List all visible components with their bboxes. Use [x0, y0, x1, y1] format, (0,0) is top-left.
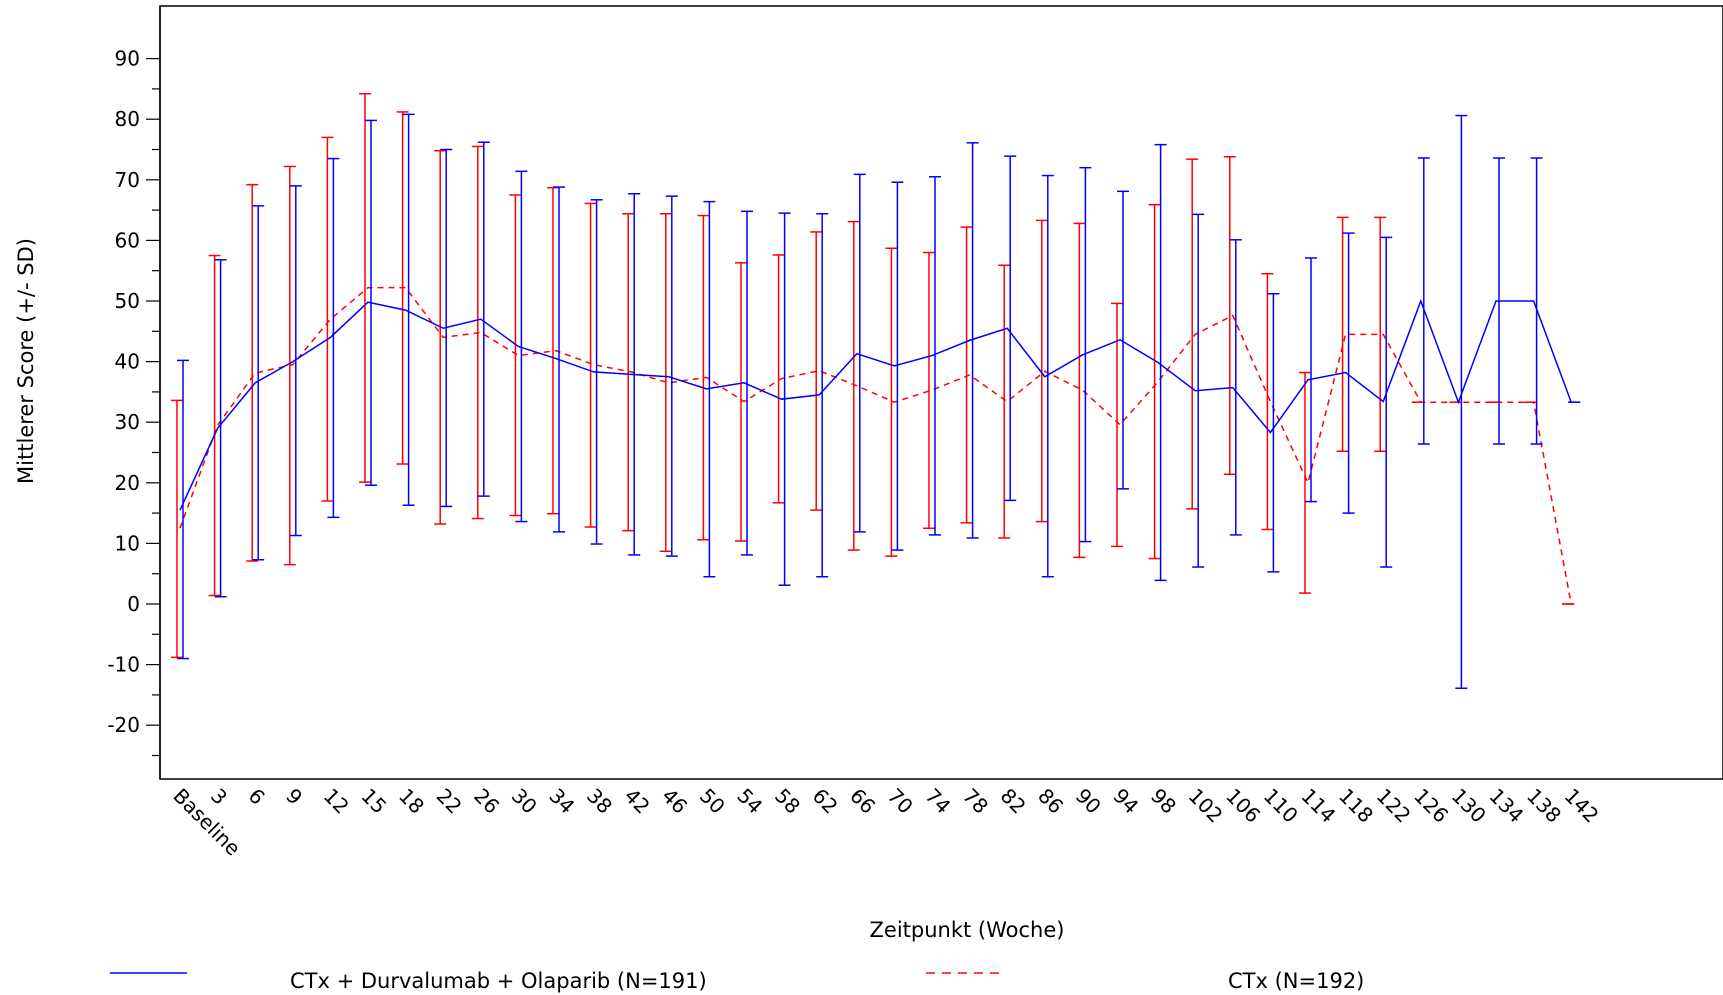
y-tick-label: -20 [107, 713, 140, 737]
x-tick-label: 50 [695, 784, 730, 819]
x-tick-label: 6 [244, 784, 270, 810]
x-axis-title: Zeitpunkt (Woche) [870, 918, 1065, 942]
y-axis-ticks: -20 -10 0 10 20 30 40 50 60 70 80 90 [107, 47, 160, 757]
y-tick-label: 30 [115, 410, 140, 434]
legend-label-series-1: CTx + Durvalumab + Olaparib (N=191) [290, 969, 707, 993]
y-tick-label: 0 [127, 592, 140, 616]
x-tick-label: 66 [845, 784, 880, 819]
x-tick-label: 30 [507, 784, 542, 819]
legend: CTx + Durvalumab + Olaparib (N=191) CTx … [110, 969, 1364, 993]
x-tick-label: 118 [1334, 784, 1378, 828]
plot-frame [159, 5, 1723, 780]
x-tick-label: 126 [1409, 784, 1453, 828]
y-tick-label: 90 [115, 47, 140, 71]
x-tick-label: 3 [206, 784, 232, 810]
x-tick-label: 122 [1372, 784, 1416, 828]
y-tick-label: 40 [115, 350, 140, 374]
y-tick-label: 10 [115, 531, 140, 555]
x-tick-label: 38 [582, 784, 617, 819]
x-tick-label: 110 [1259, 784, 1303, 828]
series-1 [177, 113, 1581, 689]
series-2 [171, 92, 1575, 659]
legend-label-series-2: CTx (N=192) [1228, 969, 1364, 993]
x-tick-label: 62 [808, 784, 843, 819]
x-tick-label: 86 [1033, 784, 1068, 819]
x-tick-label: 34 [544, 784, 579, 819]
x-tick-label: 82 [996, 784, 1031, 819]
x-tick-label: 70 [883, 784, 918, 819]
x-tick-label: 78 [958, 784, 993, 819]
x-tick-label: 90 [1071, 784, 1106, 819]
y-tick-label: 60 [115, 228, 140, 252]
x-tick-label: 94 [1108, 784, 1143, 819]
y-tick-label: 20 [115, 471, 140, 495]
x-tick-label: 142 [1560, 784, 1604, 828]
series-line [179, 298, 1572, 511]
y-tick-label: 70 [115, 168, 140, 192]
y-tick-label: 80 [115, 107, 140, 131]
x-tick-label: 46 [657, 784, 692, 819]
x-tick-label: 26 [469, 784, 504, 819]
y-axis-title: Mittlerer Score (+/- SD) [14, 238, 38, 484]
x-tick-label: 130 [1447, 784, 1491, 828]
y-tick-label: -10 [107, 653, 140, 677]
x-tick-label: 98 [1146, 784, 1181, 819]
x-tick-label: 138 [1522, 784, 1566, 828]
x-tick-label: 42 [620, 784, 655, 819]
x-tick-label: 18 [394, 784, 429, 819]
x-tick-label: 58 [770, 784, 805, 819]
x-tick-label: 22 [432, 784, 467, 819]
x-tick-label: Baseline [168, 784, 245, 861]
x-tick-label: 74 [920, 784, 955, 819]
series-line [179, 286, 1572, 605]
y-tick-label: 50 [115, 289, 140, 313]
x-tick-label: 12 [319, 784, 354, 819]
x-tick-label: 106 [1221, 784, 1265, 828]
x-tick-label: 54 [732, 784, 767, 819]
x-tick-label: 114 [1296, 784, 1340, 828]
x-tick-label: 134 [1484, 784, 1528, 828]
x-tick-label: 102 [1184, 784, 1228, 828]
x-tick-label: 9 [281, 784, 307, 810]
series-layer [171, 92, 1581, 689]
x-tick-label: 15 [356, 784, 391, 819]
